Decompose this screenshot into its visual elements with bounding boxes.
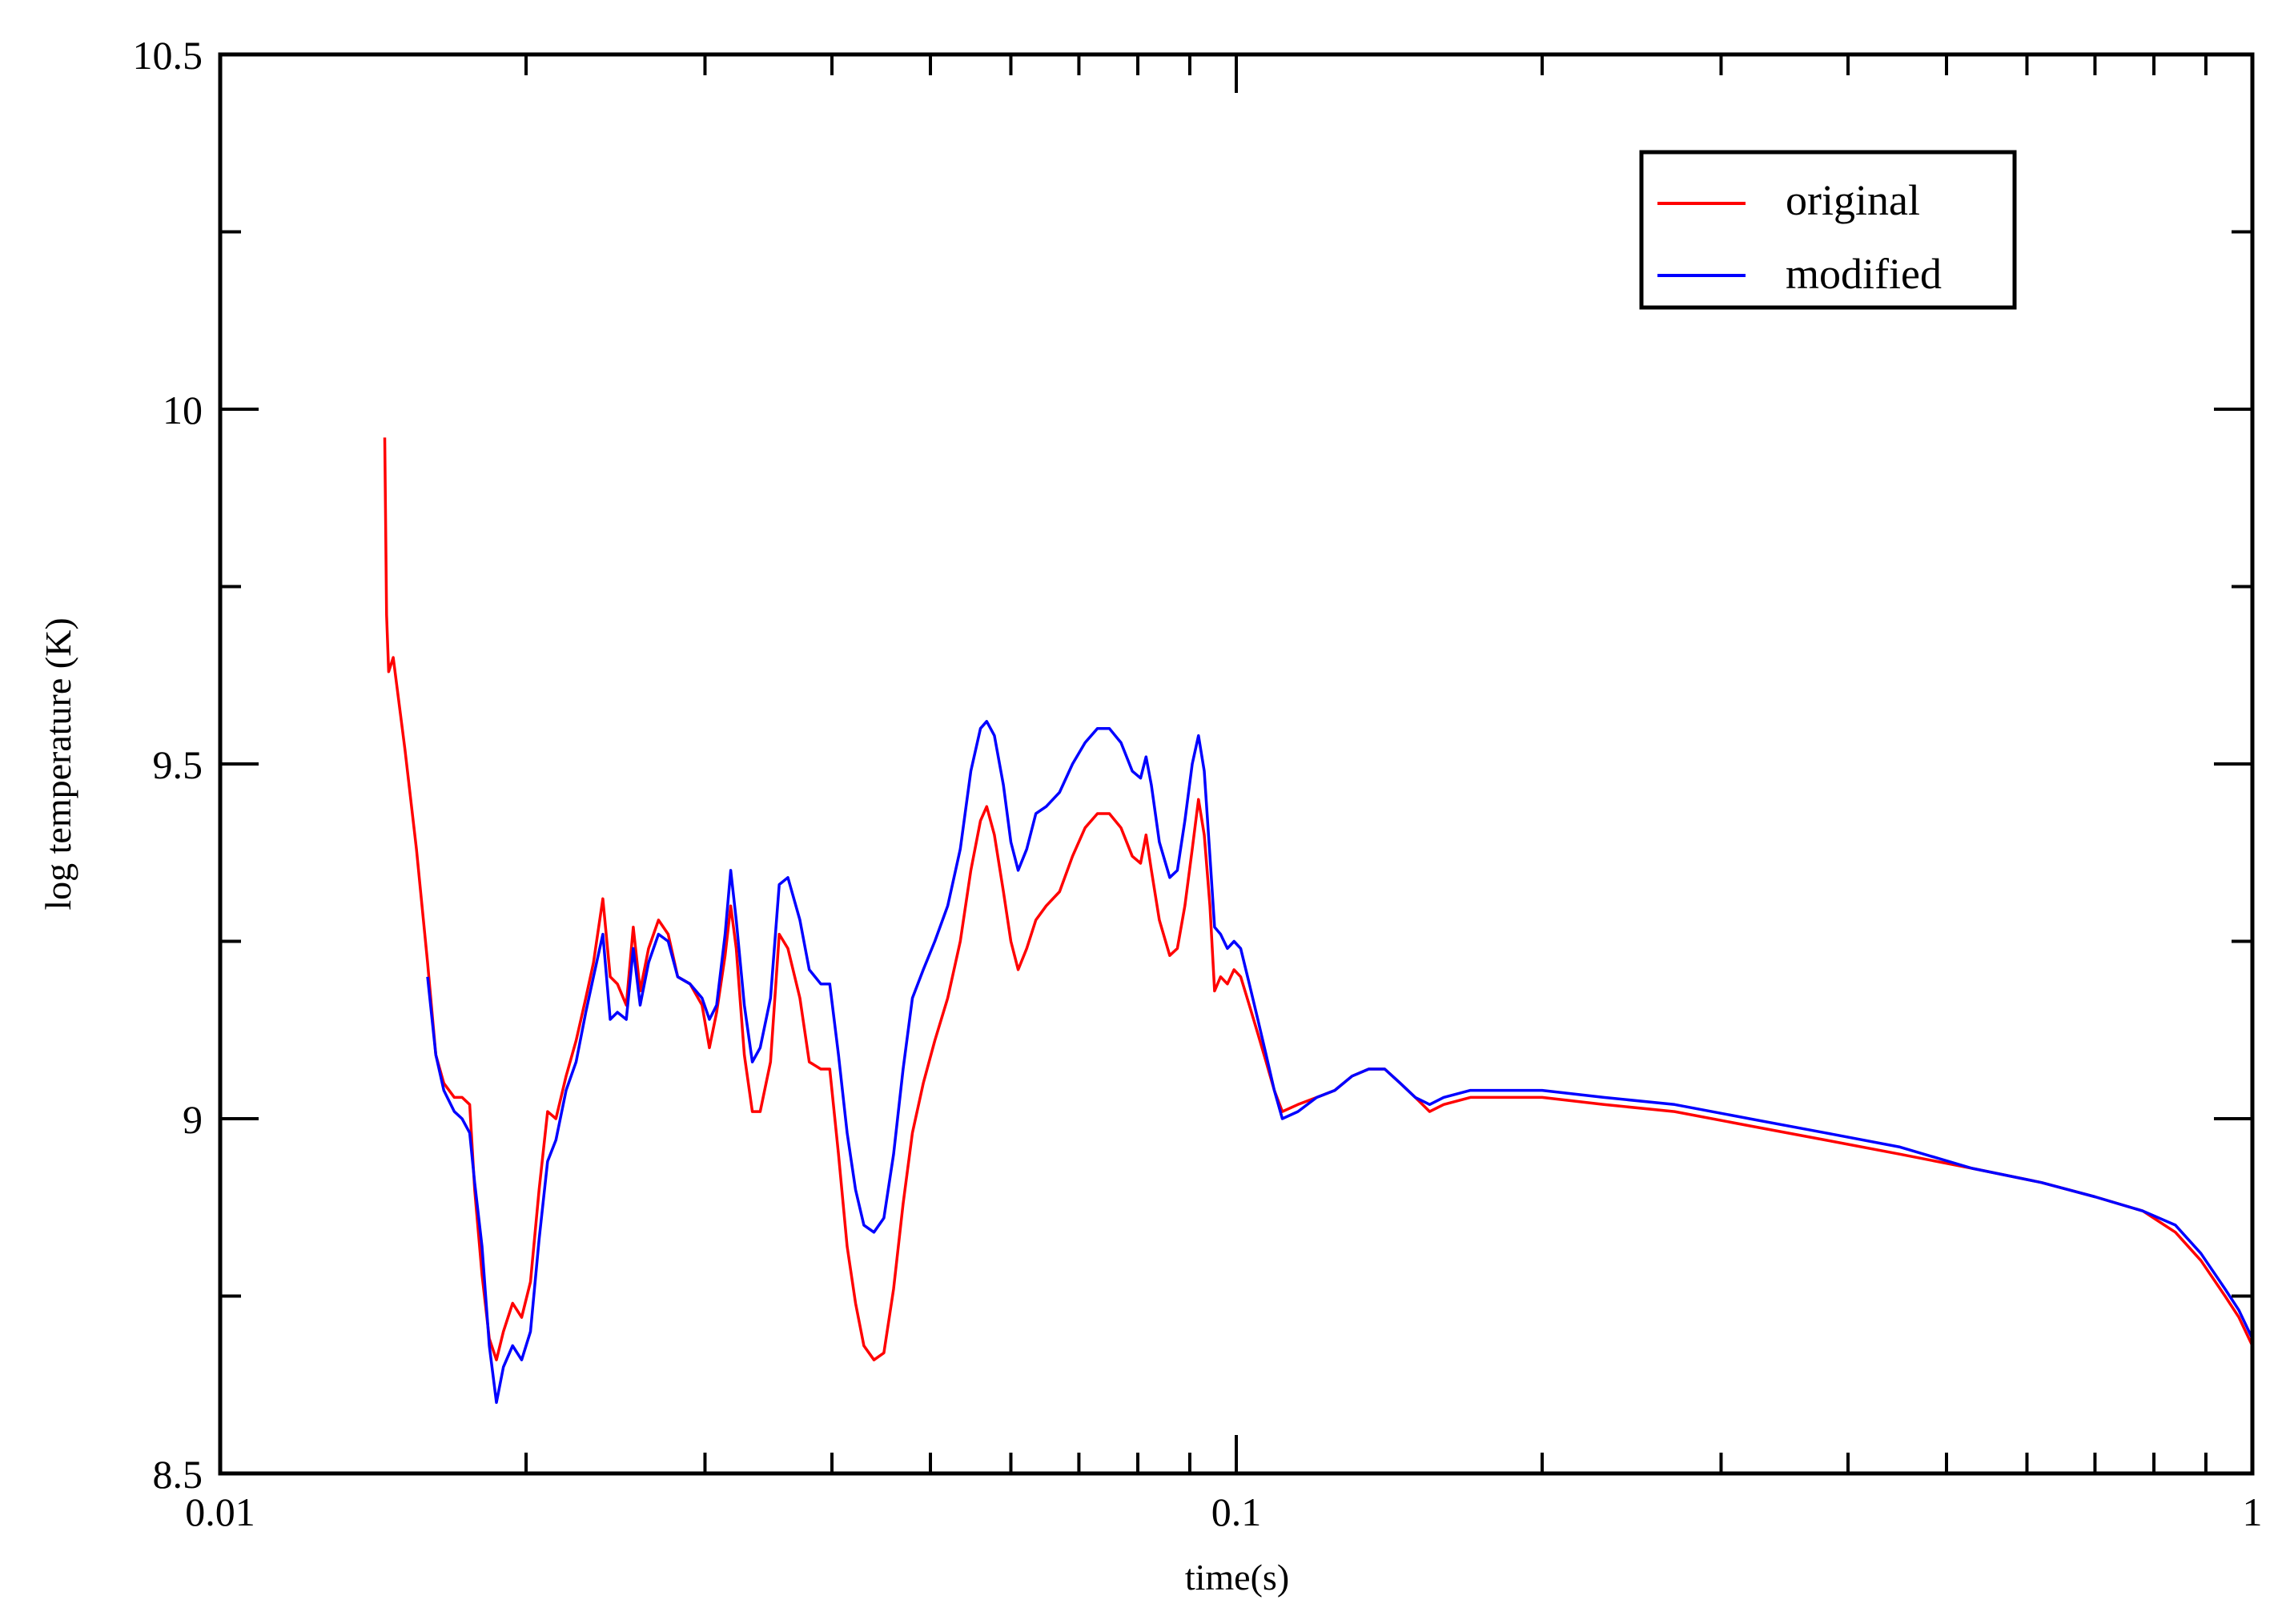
y-tick-label: 10.5 — [133, 33, 203, 78]
axis-ticks — [219, 53, 2254, 1475]
x-tick-label: 0.01 — [185, 1489, 255, 1534]
legend: original modified — [1639, 150, 2017, 310]
x-tick-label: 0.1 — [1211, 1489, 1262, 1534]
series-line-original — [383, 437, 2254, 1361]
y-tick-label: 10 — [163, 388, 203, 432]
series-line-modified — [426, 720, 2254, 1405]
y-tick-label: 8.5 — [153, 1452, 203, 1497]
x-tick-label: 1 — [2243, 1489, 2263, 1534]
y-tick-label: 9.5 — [153, 742, 203, 787]
legend-label-original: original — [1786, 176, 1920, 224]
y-tick-label: 9 — [183, 1097, 203, 1142]
axis-tick-labels: 0.01 0.1 1 8.5 9 9.5 10 10.5 — [133, 33, 2263, 1534]
legend-box — [1639, 150, 2017, 310]
y-axis-title: log temperature (K) — [38, 617, 78, 910]
x-axis-title: time(s) — [1185, 1557, 1289, 1598]
plot-lines — [383, 437, 2254, 1405]
legend-label-modified: modified — [1786, 250, 1942, 298]
